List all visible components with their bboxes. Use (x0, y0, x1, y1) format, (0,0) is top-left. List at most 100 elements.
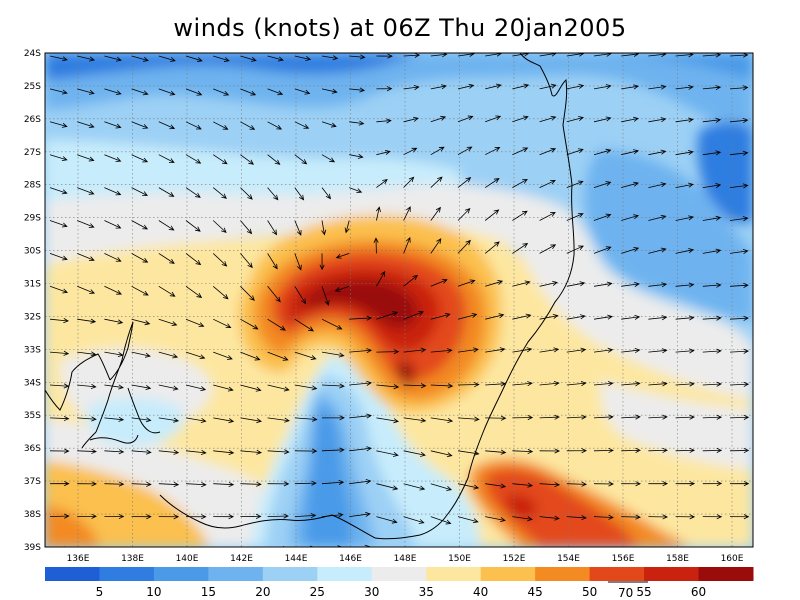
wind-arrow (240, 187, 253, 200)
wind-arrow (158, 351, 179, 359)
wind-arrow (675, 84, 694, 90)
wind-arrow (321, 351, 345, 358)
wind-arrow (294, 480, 317, 486)
vector-reference-value: 70 (618, 586, 633, 600)
wind-arrow (566, 381, 587, 387)
wind-arrow (104, 416, 125, 422)
latitude-label: 29S (24, 214, 41, 224)
wind-arrow (321, 286, 330, 306)
wind-arrow (240, 154, 255, 165)
longitude-label: 140E (176, 554, 199, 564)
latitude-label: 24S (24, 49, 41, 59)
colorbar-label: 35 (419, 585, 434, 599)
wind-arrow (566, 116, 585, 123)
wind-arrow (349, 348, 373, 354)
wind-arrow (621, 481, 641, 487)
wind-arrow (648, 447, 668, 453)
wind-arrow (294, 154, 308, 165)
wind-arrow (212, 154, 228, 165)
wind-arrow (49, 285, 69, 294)
wind-arrow (675, 215, 694, 221)
wind-arrow (213, 481, 235, 488)
wind-arrow (566, 515, 587, 521)
wind-arrow (403, 274, 419, 287)
wind-arrow (593, 347, 614, 353)
wind-arrow (267, 88, 284, 96)
wind-arrow (213, 318, 232, 328)
wind-arrow (376, 483, 399, 491)
wind-arrow (648, 214, 667, 221)
wind-arrow (131, 417, 152, 423)
wind-arrow (158, 121, 176, 130)
wind-arrow (485, 483, 507, 489)
colorbar-swatch (589, 567, 645, 581)
wind-arrow (485, 83, 502, 90)
wind-arrow (485, 347, 506, 353)
wind-arrow (403, 347, 427, 353)
wind-arrow (349, 54, 366, 60)
wind-arrow (267, 253, 278, 270)
wind-arrow (729, 117, 749, 124)
wind-arrow (457, 115, 474, 123)
wind-arrow (49, 253, 68, 261)
wind-arrow (539, 515, 560, 521)
wind-arrow (457, 279, 476, 287)
wind-arrow (321, 479, 345, 485)
wind-arrow (158, 253, 175, 264)
wind-arrow (131, 88, 149, 96)
wind-arrow (512, 415, 534, 421)
wind-arrow (702, 514, 723, 520)
wind-arrow (131, 55, 149, 62)
wind-arrow (240, 318, 259, 330)
wind-arrow (702, 414, 723, 420)
wind-arrow (185, 285, 203, 298)
wind-arrow (648, 149, 667, 156)
wind-arrow (648, 548, 667, 552)
wind-arrow (621, 281, 640, 287)
wind-arrow (213, 121, 229, 130)
longitude-label: 148E (394, 554, 417, 564)
wind-arrow (212, 187, 227, 199)
wind-arrow (403, 206, 411, 221)
wind-arrow (430, 312, 451, 320)
colorbar-swatch (45, 567, 100, 581)
wind-arrow (185, 121, 202, 130)
wind-arrow (729, 414, 750, 420)
wind-arrow (131, 154, 149, 163)
wind-arrow (185, 187, 201, 198)
wind-arrow (566, 180, 584, 188)
wind-arrow (648, 348, 668, 354)
wind-arrow (403, 516, 425, 524)
colorbar-swatch (698, 567, 754, 581)
wind-arrow (185, 351, 206, 360)
wind-arrow (321, 55, 339, 61)
wind-arrow (621, 181, 639, 188)
longitude-label: 146E (339, 554, 362, 564)
wind-arrow (267, 286, 281, 303)
latitude-label: 30S (24, 247, 41, 257)
wind-arrow (702, 150, 722, 156)
wind-arrow (77, 154, 95, 162)
wind-arrow (539, 313, 559, 320)
wind-arrow (267, 154, 281, 165)
wind-arrow (539, 414, 560, 420)
wind-arrow (376, 53, 393, 59)
wind-arrow (213, 514, 235, 520)
wind-arrow (539, 448, 561, 454)
latitude-label: 38S (24, 510, 41, 520)
wind-arrow (512, 381, 533, 387)
wind-arrow (593, 213, 612, 221)
wind-arrow (430, 115, 447, 123)
wind-arrow (77, 285, 96, 294)
wind-arrow (267, 55, 284, 62)
wind-arrow (403, 483, 426, 491)
wind-arrow (430, 348, 453, 354)
wind-arrow (349, 120, 365, 126)
wind-arrow (77, 318, 97, 324)
wind-arrow (729, 381, 750, 387)
wind-arrow (457, 313, 478, 320)
wind-arrow (457, 450, 480, 456)
wind-arrow (457, 53, 475, 57)
wind-arrow (512, 313, 532, 320)
latitude-label: 28S (24, 181, 41, 191)
